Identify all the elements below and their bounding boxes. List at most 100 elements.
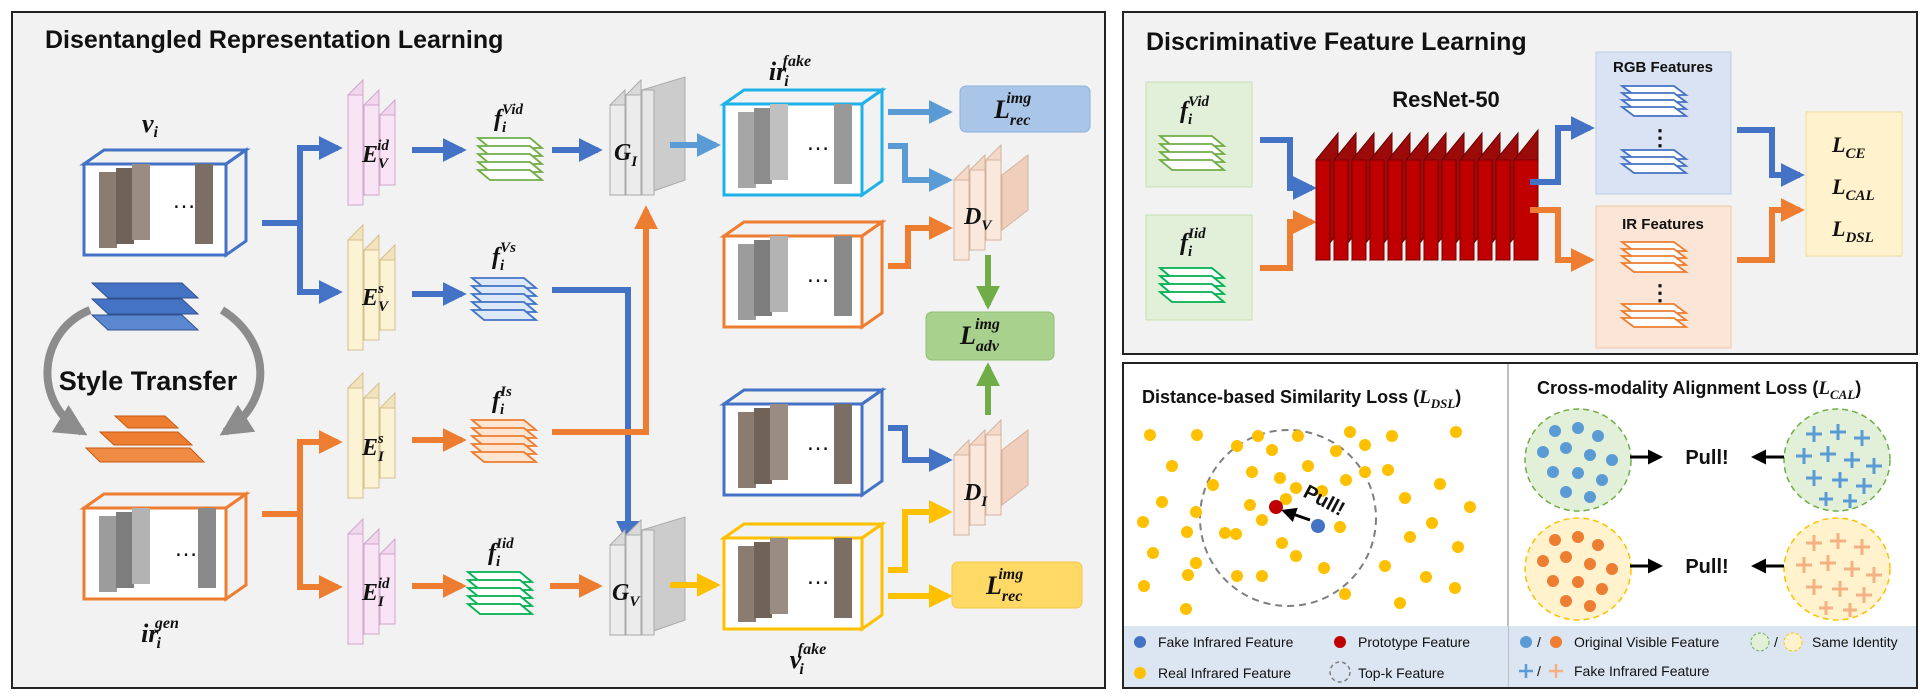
g-v-label: GV bbox=[612, 580, 641, 610]
generator-g-v: GV bbox=[609, 516, 686, 637]
ir-real-image-stack: … bbox=[719, 219, 887, 330]
dfl-panel: Discriminative Feature Learning fiVid fi… bbox=[1122, 11, 1918, 355]
dsl-pull-arrow bbox=[1281, 507, 1311, 523]
dfl-f-iid-label: fiIid bbox=[1180, 226, 1206, 260]
ei-s-label: EIs bbox=[361, 431, 385, 465]
legend-slash-2: / bbox=[1774, 634, 1778, 650]
encoder-ei-s: EIs bbox=[347, 371, 396, 500]
encoder-ei-id: EIid bbox=[347, 517, 396, 646]
svg-text:Lrecimg: Lrecimg bbox=[993, 90, 1031, 129]
real-infrared-points bbox=[1137, 426, 1476, 615]
l-dsl-label: LDSL bbox=[1831, 216, 1874, 246]
resnet-label: ResNet-50 bbox=[1392, 87, 1500, 112]
dfl-f-vid-label: fiVid bbox=[1180, 94, 1210, 128]
svg-text:Lrecimg: Lrecimg bbox=[985, 566, 1023, 605]
ir-fake-label: irifake bbox=[769, 53, 811, 90]
legend-orig-visible-orange-icon bbox=[1550, 636, 1562, 648]
legend-fake-ir-orange-icon bbox=[1549, 664, 1563, 678]
cal-title: Cross-modality Alignment Loss (LCAL) bbox=[1537, 378, 1861, 402]
arrow-ir-to-ei-s bbox=[262, 430, 343, 517]
l-ce-label: LCE bbox=[1831, 132, 1865, 162]
v-i-ellipsis: … bbox=[172, 187, 196, 214]
v-real-ellipsis: … bbox=[806, 429, 830, 456]
v-i-image-stack: … bbox=[79, 147, 251, 258]
arrow-ir-to-ei-id bbox=[297, 514, 343, 599]
ev-id-label: EVid bbox=[361, 138, 390, 172]
legend-fake-ir-icon bbox=[1134, 636, 1146, 648]
f-is-label: fiIs bbox=[492, 384, 512, 418]
cal-pull-top-label: Pull! bbox=[1685, 447, 1728, 469]
f-iid-label: fiIid bbox=[488, 536, 514, 570]
ir-gen-ellipsis: … bbox=[174, 535, 198, 562]
cal-legend-bg bbox=[1509, 626, 1916, 687]
legend-same-identity-label: Same Identity bbox=[1812, 634, 1898, 650]
loss-adv-box: Ladvimg bbox=[925, 311, 1055, 361]
ei-id-label: EIid bbox=[361, 576, 390, 610]
g-i-label: GI bbox=[614, 140, 638, 170]
feature-stack-f-iid bbox=[465, 571, 535, 615]
resnet-50-block bbox=[1315, 128, 1539, 262]
ir-features-label: IR Features bbox=[1622, 216, 1704, 233]
ir-feature-stack bbox=[1619, 241, 1689, 328]
generator-g-i: GI bbox=[609, 76, 686, 197]
ir-real-ellipsis: … bbox=[806, 261, 830, 288]
cal-pull-bottom-label: Pull! bbox=[1685, 556, 1728, 578]
ev-s-label: EVs bbox=[361, 281, 390, 315]
legend-orig-visible-label: Original Visible Feature bbox=[1574, 634, 1719, 650]
ir-fake-image-stack: … bbox=[719, 87, 887, 198]
legend-orig-visible-blue-icon bbox=[1520, 636, 1532, 648]
dfl-f-iid-stack bbox=[1157, 267, 1227, 303]
topk-circle bbox=[1199, 429, 1377, 607]
feature-stack-f-vid bbox=[475, 137, 545, 181]
f-vid-label: fiVid bbox=[494, 102, 524, 136]
encoder-ev-s: EVs bbox=[347, 223, 396, 352]
ir-fake-ellipsis: … bbox=[806, 129, 830, 156]
legend-slash-1: / bbox=[1537, 634, 1541, 650]
legend-cal-fake-ir-label: Fake Infrared Feature bbox=[1574, 663, 1710, 679]
loss-rec-bot-box: Lrecimg bbox=[951, 561, 1083, 609]
drl-panel: Disentangled Representation Learning Sty… bbox=[11, 11, 1106, 689]
rgb-vertical-ellipsis: ⋮ bbox=[1649, 125, 1671, 150]
discriminator-d-v: DV bbox=[953, 143, 1029, 262]
drl-title: Disentangled Representation Learning bbox=[45, 26, 503, 54]
v-real-image-stack: … bbox=[719, 387, 887, 498]
ir-gen-image-stack: … bbox=[79, 491, 251, 602]
dfl-f-vid-stack bbox=[1157, 135, 1227, 171]
legend-real-ir-icon bbox=[1134, 667, 1146, 679]
legend-prototype-label: Prototype Feature bbox=[1358, 634, 1470, 650]
arrow-v-to-ev-s bbox=[297, 223, 343, 304]
d-v-label: DV bbox=[963, 204, 993, 234]
svg-text:Ladvimg: Ladvimg bbox=[959, 316, 1000, 355]
legend-prototype-icon bbox=[1334, 636, 1346, 648]
dfl-loss-box bbox=[1805, 111, 1903, 257]
l-cal-label: LCAL bbox=[1831, 174, 1875, 204]
legend-fake-ir-blue-icon bbox=[1519, 664, 1533, 678]
prototype-point bbox=[1269, 500, 1283, 514]
v-fake-label: vifake bbox=[790, 641, 826, 678]
arrow-f-is-to-g-i bbox=[552, 205, 658, 435]
legend-real-ir-label: Real Infrared Feature bbox=[1158, 665, 1291, 681]
dsl-title: Distance-based Similarity Loss (LDSL) bbox=[1142, 387, 1461, 411]
dfl-title: Discriminative Feature Learning bbox=[1146, 28, 1527, 56]
feature-stack-f-is bbox=[469, 419, 539, 463]
d-i-label: DI bbox=[963, 480, 988, 510]
legend-slash-3: / bbox=[1537, 663, 1541, 679]
legend-topk-icon bbox=[1329, 661, 1351, 683]
dsl-legend-bg bbox=[1124, 626, 1508, 687]
ir-gen-label: irigen bbox=[141, 615, 179, 652]
arrow-f-vs-to-g-v bbox=[552, 287, 640, 545]
loss-rec-top-box: Lrecimg bbox=[959, 85, 1091, 133]
f-vs-label: fiVs bbox=[492, 240, 516, 274]
legend-same-identity-yellow-icon bbox=[1783, 632, 1803, 652]
legend-fake-ir-label: Fake Infrared Feature bbox=[1158, 634, 1294, 650]
legend-same-identity-green-icon bbox=[1750, 632, 1770, 652]
style-transfer-label: Style Transfer bbox=[59, 366, 238, 396]
v-fake-ellipsis: … bbox=[806, 563, 830, 590]
encoder-ev-id: EVid bbox=[347, 78, 396, 207]
discriminator-d-i: DI bbox=[953, 418, 1029, 537]
ir-vertical-ellipsis: ⋮ bbox=[1649, 280, 1671, 305]
legend-topk-label: Top-k Feature bbox=[1358, 665, 1445, 681]
loss-panel: Distance-based Similarity Loss (LDSL) Cr… bbox=[1122, 362, 1918, 689]
arrow-v-to-ev-id bbox=[262, 136, 343, 226]
